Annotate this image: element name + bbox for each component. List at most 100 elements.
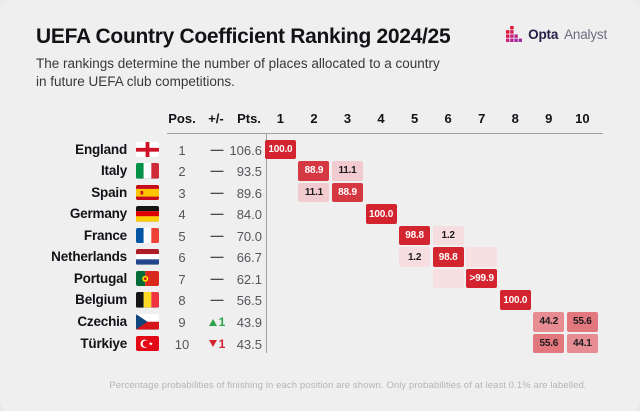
position-number: 2 <box>310 111 318 126</box>
flag-icon <box>136 163 159 179</box>
cell-value: >99.9 <box>469 273 495 285</box>
position-number: 4 <box>377 111 385 126</box>
cell-value: 98.8 <box>405 230 424 242</box>
country-label: Türkiye <box>80 335 127 351</box>
cell-value: 100.0 <box>369 208 394 220</box>
pos-value: 5 <box>178 228 186 244</box>
pts-value: 43.5 <box>236 336 262 352</box>
table-row: France 5 — 70.0 98.8 1.2 <box>0 225 640 247</box>
flag-icon <box>136 270 159 287</box>
change-indicator: — <box>201 225 233 247</box>
pts-value: 89.6 <box>236 185 262 201</box>
no-change-dash: — <box>210 141 224 157</box>
heat-cell <box>466 247 498 267</box>
flag-icon <box>136 335 159 352</box>
heat-cell: 88.9 <box>332 182 363 203</box>
country-label: Germany <box>69 206 127 222</box>
flag-icon <box>136 206 159 222</box>
change-indicator: — <box>201 268 233 290</box>
pos-value: 3 <box>178 185 186 201</box>
change-indicator: — <box>201 289 233 311</box>
cell-value: 44.2 <box>539 316 559 328</box>
change-indicator: — <box>201 182 233 204</box>
heat-cell: 100.0 <box>365 204 397 224</box>
flag-icon <box>136 292 159 308</box>
pos-value: 1 <box>178 142 186 158</box>
country-label: Italy <box>100 163 127 179</box>
subtitle-line-1: The rankings determine the number of pla… <box>36 56 440 71</box>
heat-cell: >99.9 <box>466 268 498 289</box>
pos-value: 4 <box>178 207 186 223</box>
header-rule <box>167 133 603 134</box>
change-indicator: 1 <box>201 311 233 333</box>
heat-cell: 44.2 <box>533 312 565 332</box>
pts-value: 66.7 <box>236 250 262 266</box>
heat-cell: 1.2 <box>399 247 431 267</box>
change-indicator: — <box>201 203 233 225</box>
heat-cell: 55.6 <box>533 333 565 354</box>
country-label: France <box>83 227 127 243</box>
col-header-pos: Pos. <box>168 111 196 126</box>
pts-value: 43.9 <box>236 315 262 330</box>
pos-value: 8 <box>178 293 186 309</box>
opta-dots-icon <box>506 26 523 42</box>
change-amount: 1 <box>218 315 226 329</box>
cell-value: 55.6 <box>573 316 592 328</box>
heat-cell: 1.2 <box>432 225 464 246</box>
country-label: Spain <box>91 184 127 200</box>
col-header-change: +/- <box>208 111 224 126</box>
country-label: Netherlands <box>51 249 127 265</box>
no-change-dash: — <box>210 206 224 222</box>
down-triangle-icon <box>208 340 217 348</box>
cell-value: 98.8 <box>438 251 458 263</box>
position-number: 8 <box>511 111 519 126</box>
cell-value: 88.9 <box>338 186 357 198</box>
country-label: Portugal <box>73 270 127 286</box>
table-row: Germany 4 — 84.0 100.0 <box>0 203 640 225</box>
heat-cell: 88.9 <box>298 161 330 181</box>
brand-name: Opta <box>528 27 559 42</box>
page-subtitle: The rankings determine the number of pla… <box>36 55 440 90</box>
pts-value: 62.1 <box>236 271 262 287</box>
pts-value: 84.0 <box>236 207 262 223</box>
pos-value: 2 <box>178 164 186 180</box>
pts-value: 70.0 <box>236 228 262 244</box>
no-change-dash: — <box>210 270 224 286</box>
position-number: 5 <box>410 111 419 126</box>
heat-cell: 98.8 <box>399 225 431 246</box>
brand-suffix: Analyst <box>564 27 607 42</box>
cell-value: 100.0 <box>503 294 528 306</box>
heat-cell: 44.1 <box>566 333 598 354</box>
flag-icon <box>136 184 159 201</box>
heat-cell: 11.1 <box>298 182 330 203</box>
heat-cell: 98.8 <box>432 247 464 267</box>
table-row: Czechia 9 1 43.9 44.2 55.6 <box>0 311 640 333</box>
cell-value: 88.9 <box>304 165 324 177</box>
change-indicator: 1 <box>201 333 233 355</box>
cell-value: 11.1 <box>338 165 357 177</box>
country-label: Belgium <box>75 292 127 308</box>
pos-value: 9 <box>178 315 186 330</box>
pos-value: 10 <box>174 336 190 352</box>
heat-cell: 11.1 <box>332 161 363 181</box>
no-change-dash: — <box>210 227 224 243</box>
position-number: 3 <box>343 111 352 126</box>
flag-icon <box>136 314 159 330</box>
no-change-dash: — <box>210 292 224 308</box>
cell-value: 55.6 <box>539 337 559 349</box>
table-row: Spain 3 — 89.6 11.1 88.9 <box>0 182 640 204</box>
flag-icon <box>136 249 159 265</box>
up-triangle-icon <box>208 318 217 326</box>
flag-icon <box>136 141 159 158</box>
footer-note: Percentage probabilities of finishing in… <box>109 380 587 391</box>
brand-logo: Opta Analyst <box>506 26 607 43</box>
position-number: 7 <box>478 111 486 126</box>
cell-value: 100.0 <box>268 143 293 155</box>
table-row: Türkiye 10 1 43.5 55.6 44.1 <box>0 333 640 355</box>
pts-value: 56.5 <box>236 293 262 309</box>
position-number: 1 <box>276 111 284 126</box>
table-row: Italy 2 — 93.5 88.9 11.1 <box>0 160 640 182</box>
country-label: Czechia <box>77 314 127 329</box>
cell-value: 1.2 <box>407 251 422 263</box>
